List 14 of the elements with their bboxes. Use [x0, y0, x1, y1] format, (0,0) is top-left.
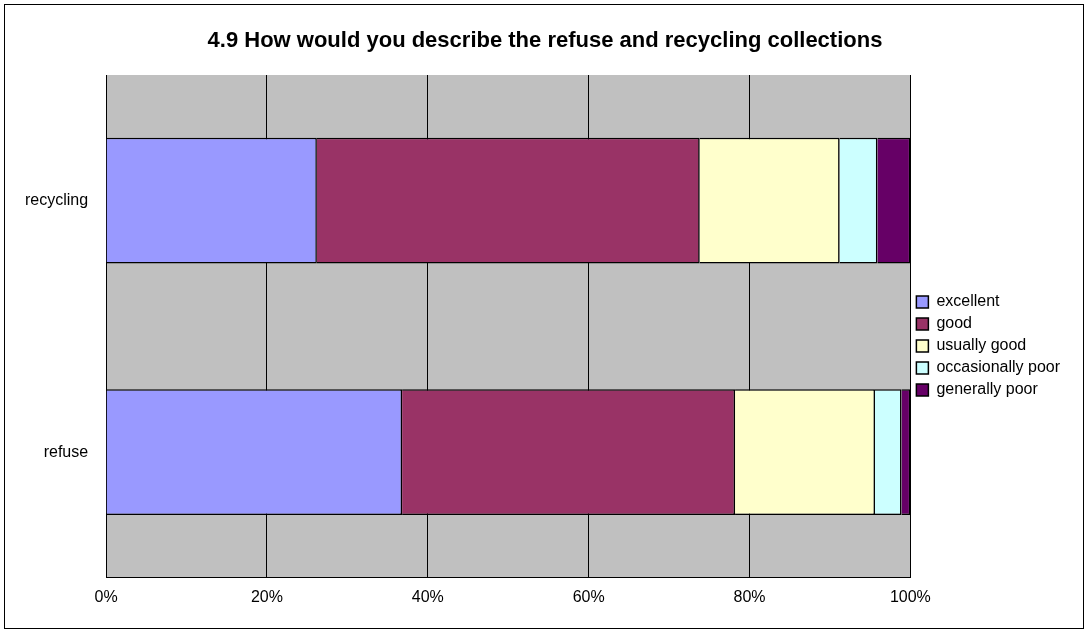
x-tick-label: 80%: [733, 587, 766, 605]
x-tick-label: 0%: [94, 587, 118, 605]
y-tick-label: refuse: [43, 442, 89, 460]
legend-label: occasionally poor: [936, 358, 1061, 376]
x-tick-label: 20%: [250, 587, 283, 605]
chart-title: 4.9 How would you describe the refuse and recycling collections: [206, 27, 884, 53]
x-tick-label: 60%: [572, 587, 605, 605]
legend-label: usually good: [936, 336, 1027, 354]
x-tick-label: 100%: [889, 587, 931, 605]
x-tick-label: 40%: [411, 587, 444, 605]
legend-label: good: [936, 314, 972, 332]
legend-label: excellent: [936, 292, 1001, 310]
legend-label: generally poor: [936, 380, 1039, 398]
y-tick-label: recycling: [24, 191, 89, 209]
